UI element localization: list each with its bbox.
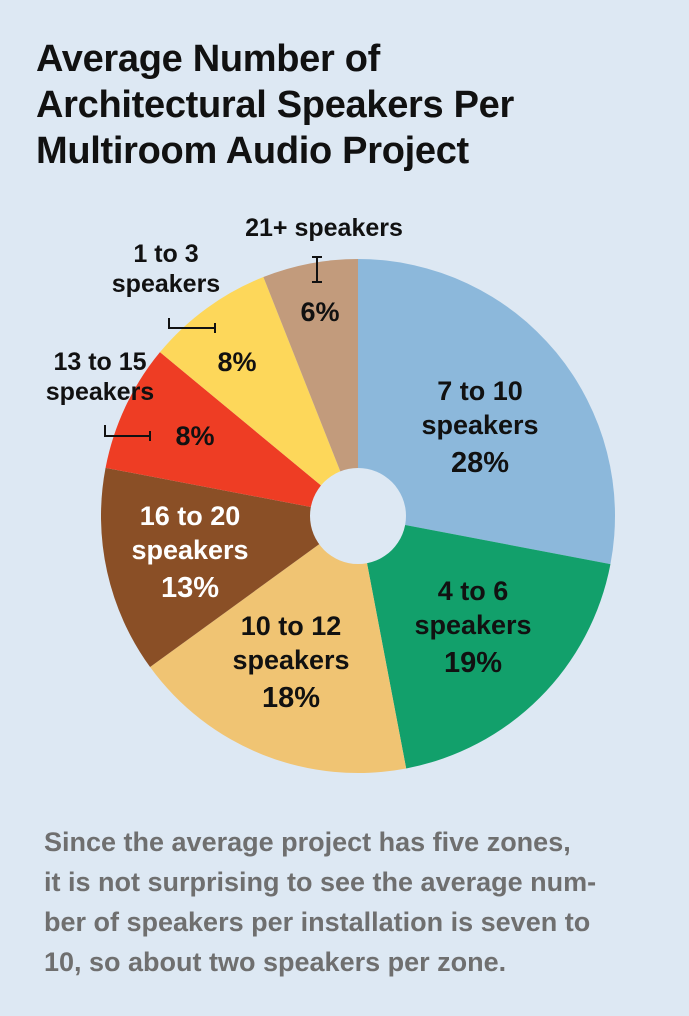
slice-label: speakers [414,610,531,640]
pie-slice [358,516,611,769]
pie-slice [358,259,616,565]
chart-caption: Since the average project has five zones… [44,822,664,982]
slice-label: speakers [232,645,349,675]
pie-slice [105,352,358,516]
callout-label: speakers [112,270,220,298]
callout-label: 21+ speakers [245,214,403,242]
caption-line: 10, so about two speakers per zone. [44,947,507,977]
callout-leader-line [104,425,151,441]
slice-label: 10 to 12 [241,611,342,641]
callout-label: 13 to 15 [53,348,146,376]
slice-percent: 19% [444,647,502,679]
pie-slice [263,259,358,516]
pie-center-hole [310,468,406,564]
pie-chart: 7 to 10 speakers 28% 4 to 6 speakers 19% 10 to… [46,214,616,774]
callout-leader-line [312,256,322,283]
chart-title: Average Number of Architectural Speakers… [36,36,656,174]
slice-percent: 18% [262,682,320,714]
pie-slice [159,277,358,516]
slice-percent: 8% [217,347,256,377]
chart-title-line: Multiroom Audio Project [36,130,469,172]
chart-title-line: Average Number of [36,38,381,80]
caption-line: ber of speakers per installation is seve… [44,907,591,937]
slice-label: 4 to 6 [438,576,509,606]
slice-percent: 8% [175,421,214,451]
callout-label: 1 to 3 [133,240,198,268]
slice-label: 16 to 20 [140,501,241,531]
slice-percent: 13% [161,572,219,604]
slice-label: 7 to 10 [437,376,523,406]
caption-line: Since the average project has five zones… [44,827,571,857]
slice-label: speakers [421,410,538,440]
pie-slice [150,516,407,774]
callout-leader-line [168,318,216,333]
slice-label: speakers [131,535,248,565]
slice-percent: 6% [300,297,339,327]
pie-slice [100,467,359,668]
slice-percent: 28% [451,447,509,479]
pie-slices [100,259,616,774]
callout-label: speakers [46,378,154,406]
chart-title-line: Architectural Speakers Per [36,84,514,126]
caption-line: it is not surprising to see the average … [44,867,597,897]
